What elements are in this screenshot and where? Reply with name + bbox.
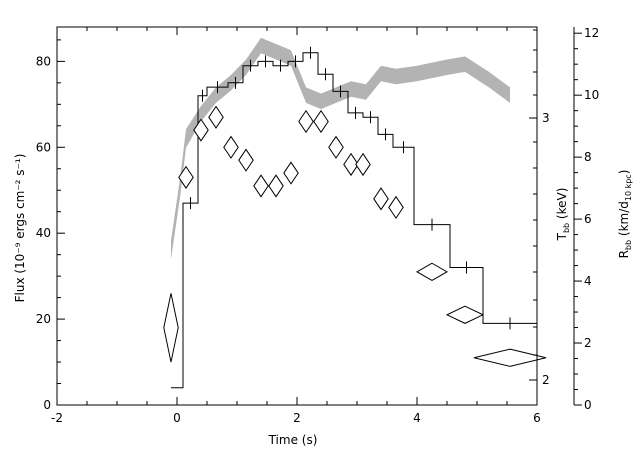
x-tick-label: 4 xyxy=(413,411,421,425)
temperature-point xyxy=(355,152,371,177)
temperature-point xyxy=(415,262,449,282)
temperature-point xyxy=(445,305,485,324)
flux-tick-label: 40 xyxy=(36,226,51,240)
axes-layer xyxy=(56,26,582,406)
temperature-point xyxy=(298,109,314,134)
flux-tick-label: 20 xyxy=(36,312,51,326)
x-tick-label: -2 xyxy=(51,411,63,425)
radius-tick-label: 0 xyxy=(584,398,592,412)
flux-tick-label: 0 xyxy=(43,398,51,412)
plot-frame xyxy=(56,26,538,406)
radius-tick-label: 10 xyxy=(584,88,599,102)
temperature-point xyxy=(178,165,194,189)
temperature-point xyxy=(163,293,179,363)
temperature-point xyxy=(328,135,344,159)
temperature-point xyxy=(268,174,284,198)
radius-tick-label: 2 xyxy=(584,336,592,350)
temperature-point xyxy=(208,105,224,129)
temperature-axis-label: Tbb (keV) xyxy=(555,188,571,242)
flux-histogram-layer xyxy=(171,46,537,389)
radius-axis-label: Rbb (km/d10 kpc) xyxy=(617,170,633,259)
flux-tick-label: 80 xyxy=(36,54,51,68)
temperature-point xyxy=(473,348,547,367)
temperature-point xyxy=(343,152,359,177)
x-tick-label: 6 xyxy=(533,411,541,425)
temperature-point xyxy=(283,161,299,185)
temperature-point xyxy=(313,109,329,134)
flux-tick-label: 60 xyxy=(36,140,51,154)
temperature-point xyxy=(238,148,254,172)
temperature-point xyxy=(223,135,239,159)
temperature-point xyxy=(388,195,404,220)
temperature-point xyxy=(253,174,269,198)
flux-axis-label: Flux (10⁻⁹ ergs cm⁻² s⁻¹) xyxy=(13,154,27,303)
kev-tick-label: 2 xyxy=(542,373,550,387)
radius-tick-label: 6 xyxy=(584,212,592,226)
x-tick-label: 0 xyxy=(173,411,181,425)
radius-tick-label: 12 xyxy=(584,26,599,40)
temperature-point xyxy=(193,118,209,142)
radius-tick-label: 8 xyxy=(584,150,592,164)
kev-tick-label: 3 xyxy=(542,111,550,125)
temperature-point xyxy=(373,187,389,211)
temperature-diamond-layer xyxy=(163,105,547,367)
radius-tick-label: 4 xyxy=(584,274,592,288)
flux-histogram-line xyxy=(171,52,537,389)
x-tick-label: 2 xyxy=(293,411,301,425)
x-axis-label: Time (s) xyxy=(268,433,318,447)
